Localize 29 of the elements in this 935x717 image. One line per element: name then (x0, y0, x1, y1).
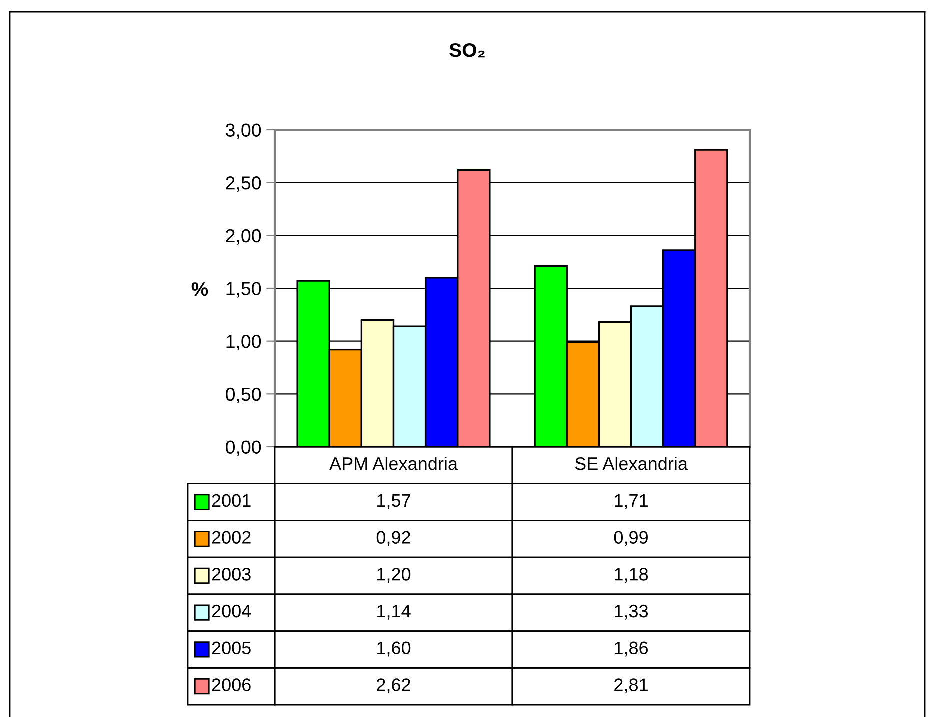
data-label: 1,14 (378, 605, 411, 620)
x-tick-label: APM Alexandria (330, 457, 458, 470)
data-label: 1,86 (615, 642, 648, 657)
legend-label: 2006 (212, 678, 251, 692)
y-tick-label: 3,00 (226, 124, 262, 140)
x-tick-label: SE Alexandria (575, 457, 688, 470)
data-label: 1,57 (378, 494, 410, 510)
data-label: 1,60 (378, 642, 411, 657)
legend-label: 2003 (212, 568, 251, 581)
legend-label: 2002 (212, 531, 251, 544)
y-tick-label: 0,00 (226, 440, 262, 456)
data-label: 0,92 (376, 531, 410, 546)
data-label: 1,20 (378, 568, 411, 583)
y-tick-label: 0,50 (226, 388, 262, 404)
data-label: 0,99 (614, 531, 648, 546)
y-tick-label: 1,00 (226, 335, 262, 351)
data-label: 1,71 (615, 494, 648, 510)
data-label: 1,18 (615, 568, 648, 583)
y-tick-label: 2,50 (226, 176, 262, 192)
y-axis-title: % (192, 282, 208, 296)
y-tick-label: 2,00 (226, 229, 262, 245)
legend-label: 2004 (212, 604, 252, 618)
data-label: 2,62 (377, 678, 410, 694)
legend-label: 2005 (212, 642, 251, 655)
y-tick-label: 1,50 (226, 282, 262, 298)
chart-title: SO₂ (450, 43, 485, 58)
data-label: 2,81 (614, 678, 648, 694)
data-label: 1,33 (615, 604, 648, 620)
legend-label: 2001 (212, 494, 251, 508)
